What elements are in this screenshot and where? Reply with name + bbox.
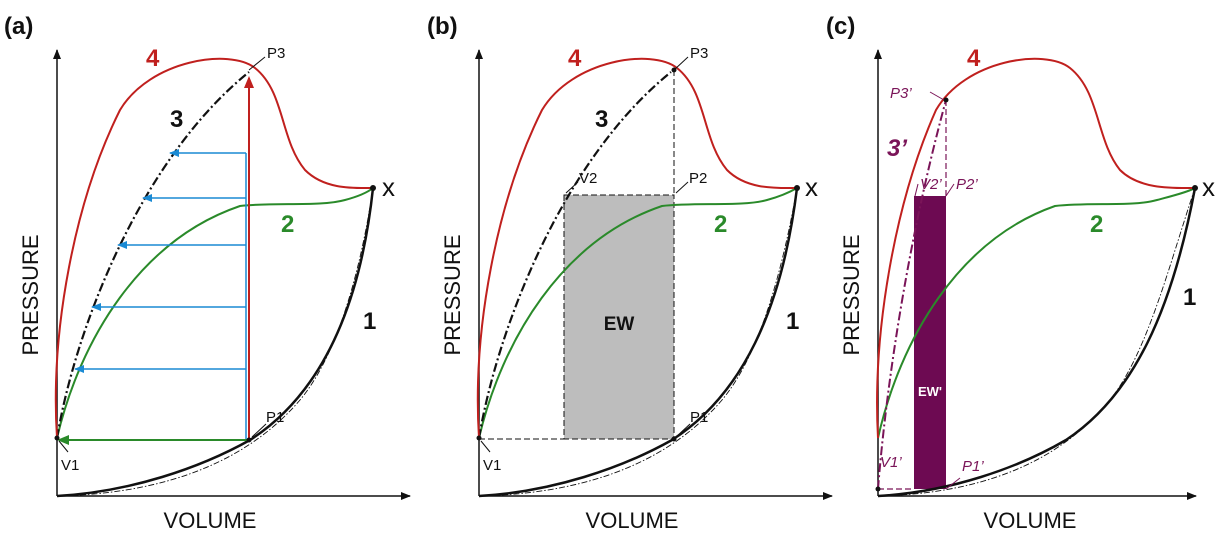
panel-a-point-v1	[54, 435, 60, 441]
panel-a-curve-3	[55, 71, 250, 439]
panel-a-p3-label: P3	[267, 45, 285, 62]
panel-a-x-label: x	[382, 172, 395, 202]
panel-c-ylabel: PRESSURE	[839, 234, 864, 355]
panel-c-p2-leader	[945, 183, 955, 197]
panel-c-x-label: x	[1202, 172, 1215, 202]
panel-a-ylabel: PRESSURE	[18, 234, 43, 355]
panel-b-p1-leader	[675, 423, 691, 438]
panel-c-curve-2	[877, 187, 1196, 439]
panel-c-curve-2-label: 2	[1090, 211, 1103, 238]
panel-c-curve-3prime-label: 3’	[887, 135, 907, 162]
panel-a-p1-leader	[251, 423, 267, 438]
panel-a-curve-2-label: 2	[281, 211, 294, 238]
panel-c-p3-label: P3’	[890, 85, 912, 102]
panel-b-ew-label: EW	[604, 314, 635, 335]
panel-c-label: (c)	[826, 13, 855, 40]
panel-c-curve-4	[876, 57, 1196, 439]
panel-a-curve-3-label: 3	[170, 106, 183, 133]
panel-b-curve-1-label: 1	[786, 308, 799, 335]
panel-a-point-x	[370, 185, 376, 191]
panel-c-curve-3prime	[877, 99, 947, 490]
panel-b-p1-label: P1	[690, 409, 708, 426]
panel-b-curve-4-label: 4	[568, 45, 582, 72]
panel-b: (b) VOLUME PRESSURE EW P3 P1 V1 V2 P2 4 …	[427, 13, 833, 533]
panel-a-v1-label: V1	[61, 457, 79, 474]
panel-b-p3-leader	[673, 56, 689, 71]
panel-c-ew-area	[914, 196, 946, 489]
panel-a-p3-leader	[248, 56, 266, 71]
panel-a-curve-4	[54, 57, 374, 439]
panel-b-v1-label: V1	[483, 457, 501, 474]
panel-c-p3-leader	[929, 91, 945, 101]
panel-b-point-v1	[476, 435, 482, 441]
panel-b-curve-2	[478, 187, 798, 439]
panel-a-xlabel: VOLUME	[164, 508, 257, 533]
panel-b-label: (b)	[427, 13, 458, 40]
panel-b-v2-leader	[565, 181, 579, 194]
panel-b-passive-curve	[478, 187, 798, 497]
panel-a-curve-1-label: 1	[363, 308, 376, 335]
panel-b-curve-3	[477, 71, 672, 439]
panel-c-ew-label: EW'	[918, 384, 942, 399]
panel-c-point-v1	[875, 486, 881, 492]
panel-a-point-p1	[246, 437, 252, 443]
panel-a-label: (a)	[4, 13, 33, 40]
panel-c-point-x	[1192, 185, 1198, 191]
panel-c-passive-curve	[877, 187, 1196, 497]
panel-c-p1-label: P1’	[962, 458, 984, 475]
panel-a-curve-4-label: 4	[146, 45, 160, 72]
panel-c-curve-4-label: 4	[967, 45, 981, 72]
panel-b-p2-leader	[675, 181, 689, 194]
panel-c: (c) VOLUME PRESSURE EW' P3’ V2’ P2’ V1’ …	[826, 13, 1215, 533]
panel-b-curve-4	[476, 57, 798, 439]
panel-b-ew-area	[563, 194, 675, 440]
panel-b-point-x	[794, 185, 800, 191]
panel-c-point-p3	[943, 97, 949, 103]
panel-b-ylabel: PRESSURE	[440, 234, 465, 355]
panel-b-v2-label: V2	[579, 170, 597, 187]
panel-c-xlabel: VOLUME	[984, 508, 1077, 533]
panel-b-p3-label: P3	[690, 45, 708, 62]
panel-c-v2-label: V2’	[920, 176, 942, 193]
panel-a-curve-1	[56, 187, 375, 498]
panel-b-xlabel: VOLUME	[586, 508, 679, 533]
panel-a: (a) VOLUME PRESSURE P3	[4, 13, 411, 533]
panel-a-p1-label: P1	[266, 409, 284, 426]
panel-b-x-label: x	[805, 172, 818, 202]
panel-b-p2-label: P2	[689, 170, 707, 187]
panel-a-passive-curve	[56, 187, 374, 497]
panel-b-curve-2-label: 2	[714, 211, 727, 238]
panel-a-v1-leader	[58, 440, 69, 453]
panel-c-p1-leader	[945, 477, 961, 490]
panel-b-v1-leader	[480, 440, 491, 453]
panel-c-v2-leader	[914, 183, 919, 197]
panel-b-curve-3-label: 3	[595, 106, 608, 133]
panel-c-p2-label: P2’	[956, 176, 978, 193]
panel-b-point-p1	[671, 436, 677, 442]
panel-a-curve-2	[56, 187, 374, 439]
panel-c-v1-label: V1’	[880, 454, 902, 471]
panel-c-curve-1-label: 1	[1183, 284, 1196, 311]
